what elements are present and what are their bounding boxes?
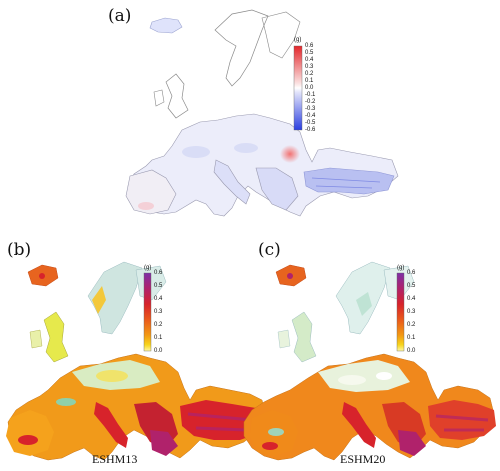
colorbar-b	[143, 272, 152, 352]
panel-b-map	[6, 261, 270, 461]
panel-a-label: (a)	[108, 6, 132, 26]
panel-c-label: (c)	[258, 240, 281, 260]
colorbar-a	[293, 45, 303, 131]
turkey-shape	[303, 167, 395, 195]
iberia-shape	[6, 410, 54, 456]
british-isles-shape	[291, 311, 317, 363]
scandinavia-outline	[214, 9, 269, 87]
colorbar-tick-label: 0.3	[305, 64, 314, 70]
colorbar-tick-label: -0.4	[305, 113, 316, 119]
caption-eshm20: ESHM20	[340, 452, 386, 466]
italy-shape	[342, 402, 376, 448]
colorbar-tick-label: 0.2	[305, 71, 314, 77]
balkans-shape	[255, 167, 299, 211]
colorbar-tick-label: 0.4	[305, 57, 314, 63]
colorbar-c-title: (g)	[397, 265, 405, 271]
italy-shape	[213, 159, 251, 205]
colorbar-tick-label: 0.1	[407, 335, 416, 341]
colorbar-tick-label: -0.6	[305, 127, 316, 133]
british-isles-shape	[43, 311, 69, 363]
colorbar-tick-label: 0.5	[407, 283, 416, 289]
colorbar-tick-label: 0.6	[154, 270, 163, 276]
colorbar-tick-label: 0.4	[407, 296, 416, 302]
colorbar-tick-label: 0.2	[407, 322, 416, 328]
colorbar-tick-label: 0.5	[305, 50, 314, 56]
colorbar-tick-label: 0.0	[154, 348, 163, 354]
colorbar-tick-label: 0.3	[154, 309, 163, 315]
continent-shape	[243, 353, 495, 461]
colorbar-tick-label: 0.1	[305, 78, 314, 84]
caption-eshm13: ESHM13	[92, 452, 138, 466]
colorbar-tick-label: 0.5	[154, 283, 163, 289]
colorbar-tick-label: 0.0	[305, 85, 314, 91]
colorbar-tick-label: -0.5	[305, 120, 316, 126]
colorbar-tick-label: -0.2	[305, 99, 316, 105]
panel-b-label: (b)	[7, 240, 32, 260]
colorbar-tick-label: -0.1	[305, 92, 316, 98]
colorbar-a-title: (g)	[294, 37, 302, 43]
colorbar-b-title: (g)	[144, 265, 152, 271]
british-isles-outline	[165, 73, 189, 119]
panel-a-map	[125, 9, 399, 217]
iberia-shape	[125, 169, 177, 215]
colorbar-tick-label: 0.3	[407, 309, 416, 315]
italy-shape	[94, 402, 128, 448]
colorbar-tick-label: 0.6	[407, 270, 416, 276]
panel-c-map	[243, 261, 496, 461]
scandinavia-shape	[87, 261, 143, 335]
colorbar-tick-label: 0.1	[154, 335, 163, 341]
colorbar-tick-label: 0.4	[154, 296, 163, 302]
colorbar-c	[396, 272, 405, 352]
colorbar-tick-label: -0.3	[305, 106, 316, 112]
iceland-shape	[149, 17, 183, 34]
colorbar-tick-label: 0.2	[154, 322, 163, 328]
colorbar-tick-label: 0.0	[407, 348, 416, 354]
positive-anomaly-spot	[280, 145, 300, 163]
colorbar-tick-label: 0.6	[305, 43, 314, 49]
